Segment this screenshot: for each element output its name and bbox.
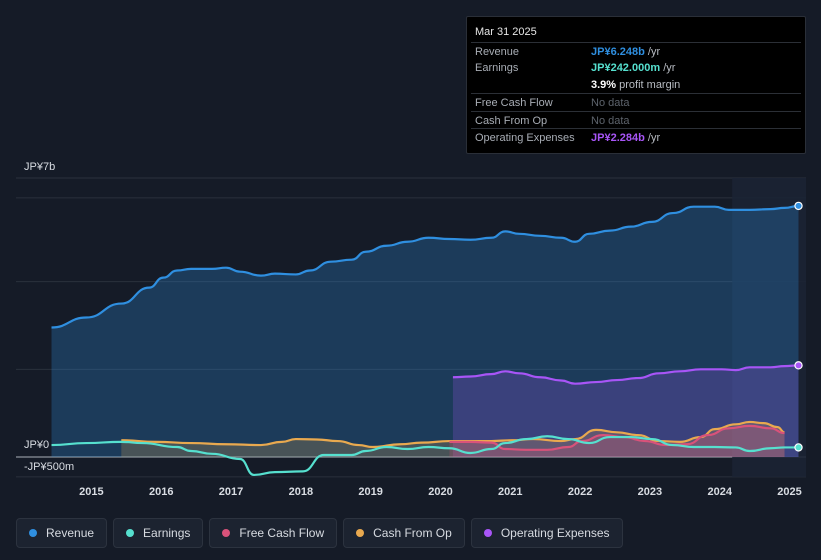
revenue-end-marker[interactable] xyxy=(794,201,803,211)
tooltip-row-cfo: Cash From Op No data xyxy=(471,111,801,128)
x-tick-label: 2019 xyxy=(358,486,382,498)
series-lines xyxy=(51,204,799,477)
tooltip-unit: /yr xyxy=(663,62,676,74)
tooltip-row-profit-margin: 3.9% profit margin xyxy=(471,76,801,93)
tooltip-row-earnings: Earnings JP¥242.000m /yr xyxy=(471,59,801,76)
cash-from-op-dot-icon xyxy=(356,529,365,537)
tooltip-date: Mar 31 2025 xyxy=(475,26,537,38)
tooltip-value-revenue: JP¥6.248b xyxy=(591,46,645,58)
tooltip-label: Cash From Op xyxy=(475,115,548,127)
tooltip-value-cfo: No data xyxy=(591,115,630,127)
legend-revenue[interactable]: Revenue xyxy=(16,518,108,548)
tooltip-row-fcf: Free Cash Flow No data xyxy=(471,93,801,110)
x-tick-label: 2021 xyxy=(498,486,522,498)
revenue-line[interactable] xyxy=(51,204,799,329)
x-tick-label: 2022 xyxy=(568,486,592,498)
revenue-area xyxy=(51,205,799,457)
tooltip-value-margin: 3.9% xyxy=(591,79,617,91)
earnings-dot-icon xyxy=(126,529,135,537)
x-tick-label: 2020 xyxy=(428,486,452,498)
y-tick-label: JP¥0 xyxy=(24,439,49,451)
tooltip-panel: Mar 31 2025 Revenue JP¥6.248b /yr Earnin… xyxy=(466,16,806,154)
legend-label: Free Cash Flow xyxy=(239,526,325,540)
operating-expenses-dot-icon xyxy=(483,529,492,537)
x-tick-label: 2015 xyxy=(79,486,103,498)
end-markers xyxy=(794,201,803,452)
tooltip-label: Revenue xyxy=(475,46,520,58)
legend-label: Cash From Op xyxy=(373,526,452,540)
tooltip-value-earnings: JP¥242.000m xyxy=(591,62,661,74)
tooltip-row-opex: Operating Expenses JP¥2.284b /yr xyxy=(471,128,801,145)
tooltip-unit: /yr xyxy=(647,46,661,58)
x-tick-label: 2024 xyxy=(707,486,732,498)
tooltip-label: Earnings xyxy=(475,62,519,74)
x-tick-label: 2023 xyxy=(638,486,662,498)
free-cash-flow-dot-icon xyxy=(222,529,231,537)
legend-operating-expenses[interactable]: Operating Expenses xyxy=(470,518,623,548)
legend-cash-from-op[interactable]: Cash From Op xyxy=(343,518,465,548)
legend-label: Revenue xyxy=(46,526,95,540)
legend-earnings[interactable]: Earnings xyxy=(113,518,204,548)
operating-expenses-line[interactable] xyxy=(452,364,799,385)
tooltip-value-fcf: No data xyxy=(591,97,630,109)
x-tick-label: 2025 xyxy=(777,486,801,498)
tooltip-label: Operating Expenses xyxy=(475,132,575,144)
tooltip-unit: profit margin xyxy=(619,79,681,91)
tooltip-value-opex: JP¥2.284b xyxy=(591,132,645,144)
x-axis-labels: 2015 2016 2017 2018 2019 2020 2021 2022 2023 2024… xyxy=(79,486,802,498)
x-tick-label: 2016 xyxy=(149,486,173,498)
free-cash-flow-area xyxy=(449,425,785,457)
tooltip-row-revenue: Revenue JP¥6.248b /yr xyxy=(471,42,801,59)
cash-from-op-line[interactable] xyxy=(121,420,785,449)
series-areas xyxy=(51,205,799,457)
tooltip-unit: /yr xyxy=(647,132,661,144)
earnings-line[interactable] xyxy=(51,435,799,477)
grid xyxy=(16,177,806,478)
legend-label: Earnings xyxy=(143,526,191,540)
cash-from-op-area xyxy=(121,421,785,457)
revenue-dot-icon xyxy=(29,529,37,537)
legend: Revenue Earnings Free Cash Flow Cash Fro… xyxy=(16,518,623,548)
x-tick-label: 2017 xyxy=(219,486,243,498)
y-tick-label: -JP¥500m xyxy=(24,461,74,473)
legend-free-cash-flow[interactable]: Free Cash Flow xyxy=(209,518,338,548)
tooltip-label: Free Cash Flow xyxy=(475,97,553,109)
y-axis-labels: JP¥7b JP¥0 -JP¥500m xyxy=(24,161,74,473)
legend-label: Operating Expenses xyxy=(500,526,610,540)
x-tick-label: 2018 xyxy=(289,486,313,498)
earnings-end-marker[interactable] xyxy=(794,443,803,452)
y-tick-label: JP¥7b xyxy=(24,161,55,173)
operating-expenses-end-marker[interactable] xyxy=(794,361,803,370)
